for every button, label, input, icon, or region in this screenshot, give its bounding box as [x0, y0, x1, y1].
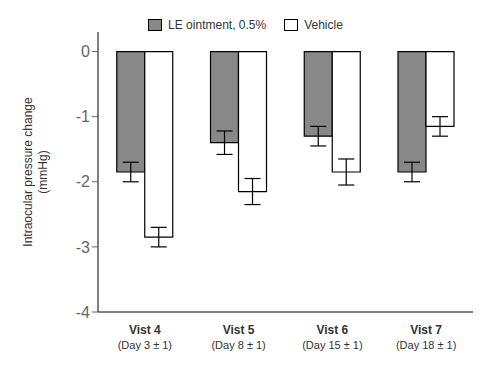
svg-text:-1: -1 [76, 108, 90, 125]
svg-text:Vist 5: Vist 5 [223, 323, 255, 337]
svg-text:Vist 7: Vist 7 [410, 323, 442, 337]
svg-text:-2: -2 [76, 173, 90, 190]
svg-text:(Day 8 ± 1): (Day 8 ± 1) [211, 339, 265, 351]
svg-text:(Day 18 ± 1): (Day 18 ± 1) [396, 339, 456, 351]
svg-text:Intraocular pressure change(mm: Intraocular pressure change(mmHg) [21, 97, 50, 247]
svg-text:Vist 6: Vist 6 [316, 323, 348, 337]
html-text:Vehicle: Vehicle [304, 18, 343, 32]
svg-text:(Day 3 ± 1): (Day 3 ± 1) [118, 339, 172, 351]
svg-text:-3: -3 [76, 239, 90, 256]
svg-text:Vist 4: Vist 4 [129, 323, 161, 337]
html-text:LE ointment, 0.5%: LE ointment, 0.5% [168, 18, 267, 32]
svg-text:0: 0 [81, 43, 90, 60]
svg-text:-4: -4 [76, 304, 90, 321]
svg-text:(Day 15 ± 1): (Day 15 ± 1) [302, 339, 362, 351]
